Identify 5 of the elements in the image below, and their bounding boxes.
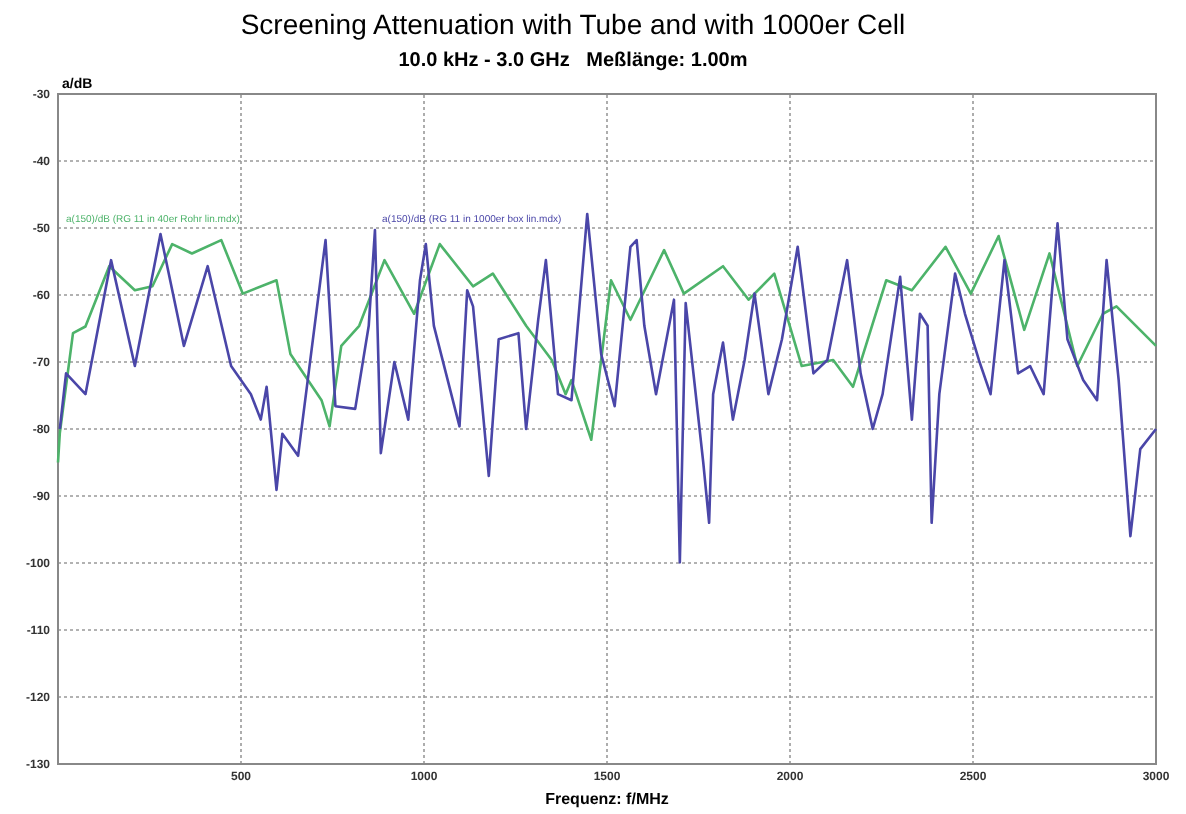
- chart-subtitle: 10.0 kHz - 3.0 GHz Meßlänge: 1.00m: [398, 50, 748, 72]
- chart-title: Screening Attenuation with Tube and with 1000er Cell: [240, 8, 906, 40]
- x-axis-title: Frequenz: f/MHz: [545, 790, 669, 808]
- line-series: [58, 212, 1158, 564]
- line-series: [56, 234, 1158, 464]
